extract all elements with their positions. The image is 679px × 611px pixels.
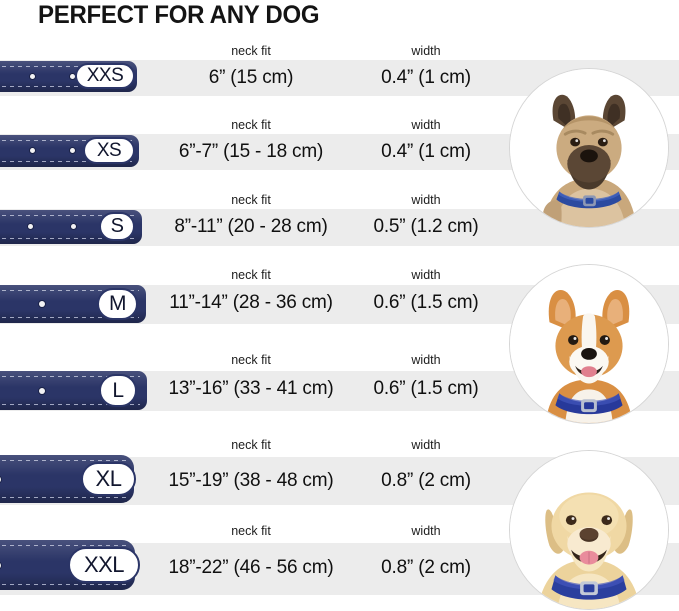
width-value: 0.4” (1 cm) bbox=[381, 141, 471, 162]
neck-fit-header: neck fit bbox=[231, 193, 271, 207]
size-badge-xl: XL bbox=[81, 462, 136, 496]
size-badge-s: S bbox=[99, 212, 135, 241]
neck-fit-value: 11”-14” (28 - 36 cm) bbox=[169, 292, 333, 313]
neck-fit-value: 13”-16” (33 - 41 cm) bbox=[168, 378, 334, 399]
width-header: width bbox=[411, 44, 441, 58]
neck-fit-value: 15”-19” (38 - 48 cm) bbox=[168, 470, 334, 491]
collar-eyelet bbox=[30, 74, 35, 79]
neck-fit-header: neck fit bbox=[231, 353, 271, 367]
neck-fit-value: 8”-11” (20 - 28 cm) bbox=[174, 216, 328, 237]
width-header: width bbox=[411, 118, 441, 132]
collar-eyelet bbox=[39, 388, 45, 394]
collar-eyelet bbox=[30, 148, 35, 153]
labrador-photo bbox=[509, 450, 669, 610]
size-badge-xxs: XXS bbox=[75, 63, 135, 89]
collar-eyelet bbox=[70, 148, 75, 153]
neck-fit-header: neck fit bbox=[231, 118, 271, 132]
neck-fit-header: neck fit bbox=[231, 44, 271, 58]
width-value: 0.6” (1.5 cm) bbox=[373, 292, 479, 313]
width-header: width bbox=[411, 353, 441, 367]
size-badge-l: L bbox=[99, 374, 137, 407]
neck-fit-header: neck fit bbox=[231, 268, 271, 282]
collar-eyelet bbox=[0, 476, 1, 483]
cairn-terrier-photo bbox=[509, 68, 669, 228]
neck-fit-value: 18”-22” (46 - 56 cm) bbox=[168, 557, 334, 578]
collar-eyelet bbox=[39, 301, 45, 307]
width-header: width bbox=[411, 193, 441, 207]
width-value: 0.5” (1.2 cm) bbox=[373, 216, 479, 237]
width-value: 0.8” (2 cm) bbox=[381, 470, 471, 491]
width-header: width bbox=[411, 438, 441, 452]
size-badge-m: M bbox=[97, 288, 138, 320]
neck-fit-header: neck fit bbox=[231, 524, 271, 538]
neck-fit-header: neck fit bbox=[231, 438, 271, 452]
collar-eyelet bbox=[70, 74, 75, 79]
collar-eyelet bbox=[71, 224, 76, 229]
width-value: 0.6” (1.5 cm) bbox=[373, 378, 479, 399]
width-value: 0.4” (1 cm) bbox=[381, 67, 471, 88]
page-title: PERFECT FOR ANY DOG bbox=[38, 1, 320, 29]
size-badge-xxl: XXL bbox=[68, 547, 140, 583]
neck-fit-value: 6”-7” (15 - 18 cm) bbox=[178, 141, 324, 162]
width-header: width bbox=[411, 524, 441, 538]
size-badge-xs: XS bbox=[83, 137, 135, 164]
width-header: width bbox=[411, 268, 441, 282]
width-value: 0.8” (2 cm) bbox=[381, 557, 471, 578]
collar-eyelet bbox=[28, 224, 33, 229]
corgi-photo bbox=[509, 264, 669, 424]
neck-fit-value: 6” (15 cm) bbox=[208, 67, 294, 88]
collar-eyelet bbox=[0, 562, 1, 569]
